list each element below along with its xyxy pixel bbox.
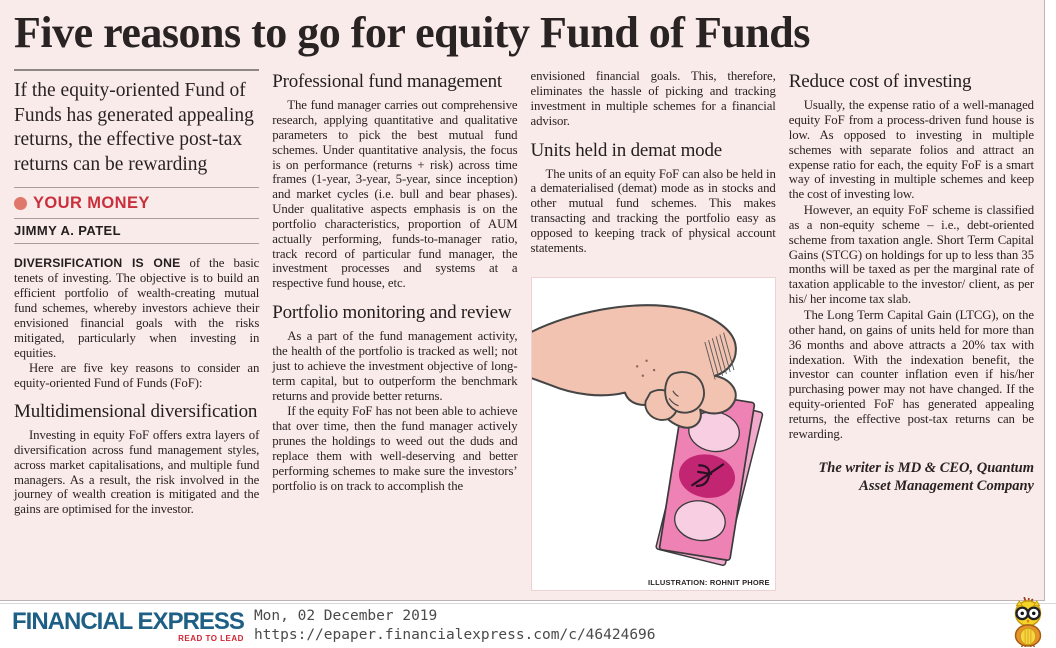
body-paragraph: envisioned financial goals. This, theref… <box>530 69 776 128</box>
illustration-credit: ILLUSTRATION: ROHNIT PHORE <box>648 578 770 588</box>
body-paragraph: As a part of the fund management activit… <box>272 329 518 403</box>
subhead-portfolio-monitoring-review: Portfolio monitoring and review <box>272 302 512 324</box>
subhead-units-held-in-demat-mode: Units held in demat mode <box>530 139 723 161</box>
financial-express-logo: FINANCIAL EXPRESS READ TO LEAD <box>12 607 245 643</box>
clipping-url[interactable]: https://epaper.financialexpress.com/c/46… <box>253 627 656 643</box>
subhead-reduce-cost-of-investing: Reduce cost of investing <box>788 71 972 93</box>
column-1-body: DIVERSIFICATION IS ONE of the basic tene… <box>14 256 259 518</box>
standfirst: If the equity-oriented Fund of Funds has… <box>14 69 260 187</box>
subhead-multidimensional-diversification: Multidimensional diversification <box>14 401 258 423</box>
owl-mascot-icon <box>1014 597 1042 647</box>
section-kicker: YOUR MONEY <box>14 187 260 218</box>
column-1: If the equity-oriented Fund of Funds has… <box>14 69 259 591</box>
subhead-professional-fund-management: Professional fund management <box>272 71 502 93</box>
body-paragraph: However, an equity FoF scheme is classif… <box>788 203 1034 307</box>
body-paragraph: The Long Term Capital Gain (LTCG), on th… <box>788 308 1034 441</box>
lead-paragraph-rest: of the basic tenets of investing. The ob… <box>14 256 260 360</box>
kicker-label: YOUR MONEY <box>33 194 150 213</box>
article-columns: If the equity-oriented Fund of Funds has… <box>0 69 1044 592</box>
page-title: Five reasons to go for equity Fund of Fu… <box>14 8 810 57</box>
column-2: Professional fund management The fund ma… <box>272 69 517 591</box>
lead-in-caps: DIVERSIFICATION IS ONE <box>14 256 181 271</box>
column-3: envisioned financial goals. This, theref… <box>530 69 776 592</box>
hand-holding-banknote-illustration: ILLUSTRATION: ROHNIT PHORE <box>530 277 776 592</box>
logo-tagline: READ TO LEAD <box>178 633 244 643</box>
byline: JIMMY A. PATEL <box>14 218 260 245</box>
body-paragraph: Usually, the expense ratio of a well-man… <box>788 98 1034 202</box>
writer-credit: The writer is MD & CEO, Quantum Asset Ma… <box>818 459 1034 494</box>
clipping-stamp: Mon, 02 December 2019 https://epaper.fin… <box>254 607 656 645</box>
body-paragraph: Investing in equity FoF offers extra lay… <box>14 428 260 517</box>
body-paragraph: If the equity FoF has not been able to a… <box>272 404 518 493</box>
epaper-footer-bar: FINANCIAL EXPRESS READ TO LEAD Mon, 02 D… <box>0 597 1056 648</box>
column-4: Reduce cost of investing Usually, the ex… <box>789 69 1034 591</box>
clipping-date: Mon, 02 December 2019 <box>253 608 438 625</box>
body-paragraph: DIVERSIFICATION IS ONE of the basic tene… <box>14 256 259 360</box>
bullet-circle-icon <box>14 197 27 211</box>
hand-banknote-icon <box>531 304 763 567</box>
newspaper-article: Five reasons to go for equity Fund of Fu… <box>0 0 1045 601</box>
body-paragraph: The fund manager carries out comprehensi… <box>272 98 518 291</box>
logo-wordmark: FINANCIAL EXPRESS <box>12 607 245 635</box>
body-paragraph: The units of an equity FoF can also be h… <box>530 166 776 255</box>
body-paragraph: Here are five key reasons to consider an… <box>14 361 260 391</box>
